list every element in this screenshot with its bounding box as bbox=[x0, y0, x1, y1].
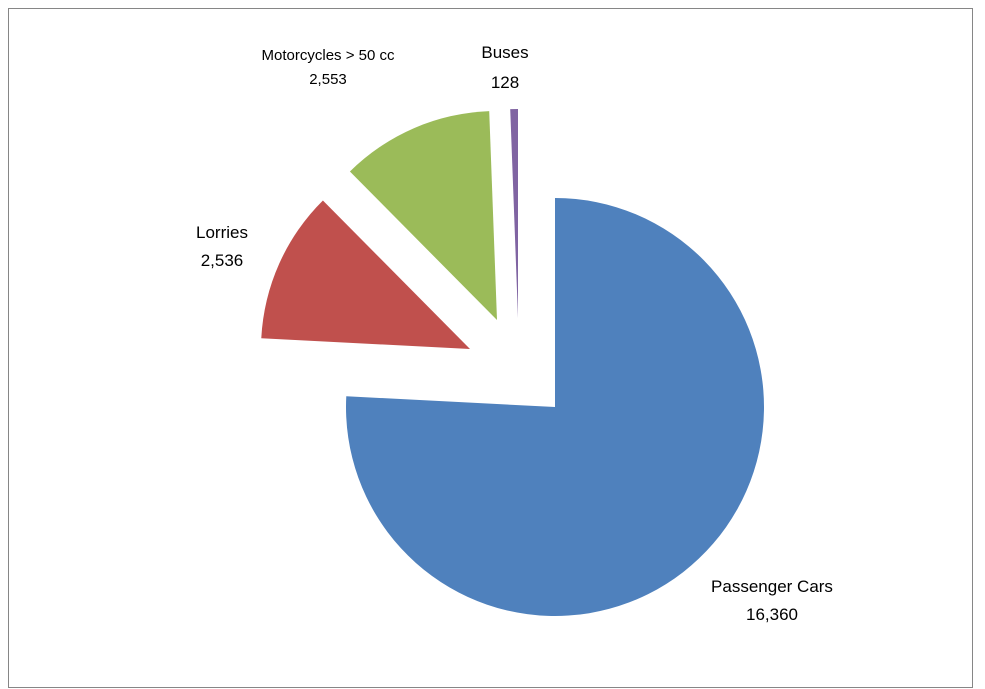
pie-slices bbox=[261, 109, 764, 616]
slice-category-label: Lorries bbox=[196, 223, 248, 242]
slice-category-label: Buses bbox=[481, 43, 528, 62]
slice-value-label: 2,536 bbox=[201, 251, 244, 270]
slice-value-label: 2,553 bbox=[309, 71, 347, 88]
pie-slice-lorries bbox=[261, 200, 470, 349]
slice-value-label: 16,360 bbox=[746, 605, 798, 624]
slice-category-label: Motorcycles > 50 cc bbox=[262, 47, 395, 64]
slice-value-label: 128 bbox=[491, 73, 519, 92]
pie-slice-buses bbox=[510, 109, 518, 318]
slice-category-label: Passenger Cars bbox=[711, 577, 833, 596]
pie-labels: Passenger Cars 16,360 Lorries 2,536 Motorcyc… bbox=[196, 43, 833, 624]
pie-slice-passenger-cars bbox=[345, 198, 764, 616]
pie-slice-motorcycles-50-cc bbox=[349, 111, 497, 320]
